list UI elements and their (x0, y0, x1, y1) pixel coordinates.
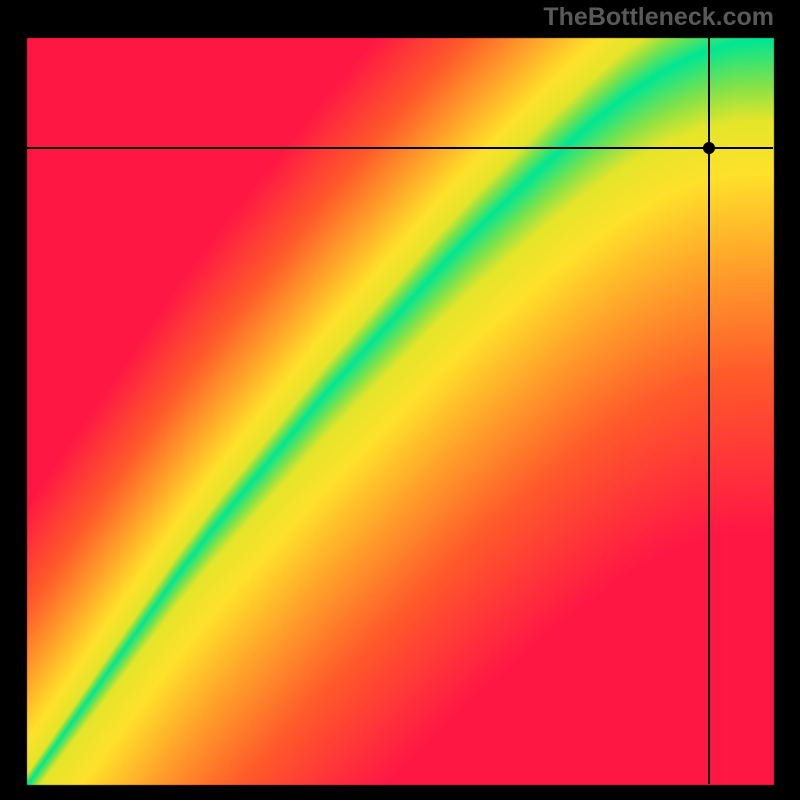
marker-dot (703, 142, 715, 154)
heatmap-canvas (0, 0, 800, 800)
chart-container: TheBottleneck.com (0, 0, 800, 800)
attribution-text: TheBottleneck.com (543, 3, 774, 32)
crosshair-horizontal (27, 147, 773, 149)
